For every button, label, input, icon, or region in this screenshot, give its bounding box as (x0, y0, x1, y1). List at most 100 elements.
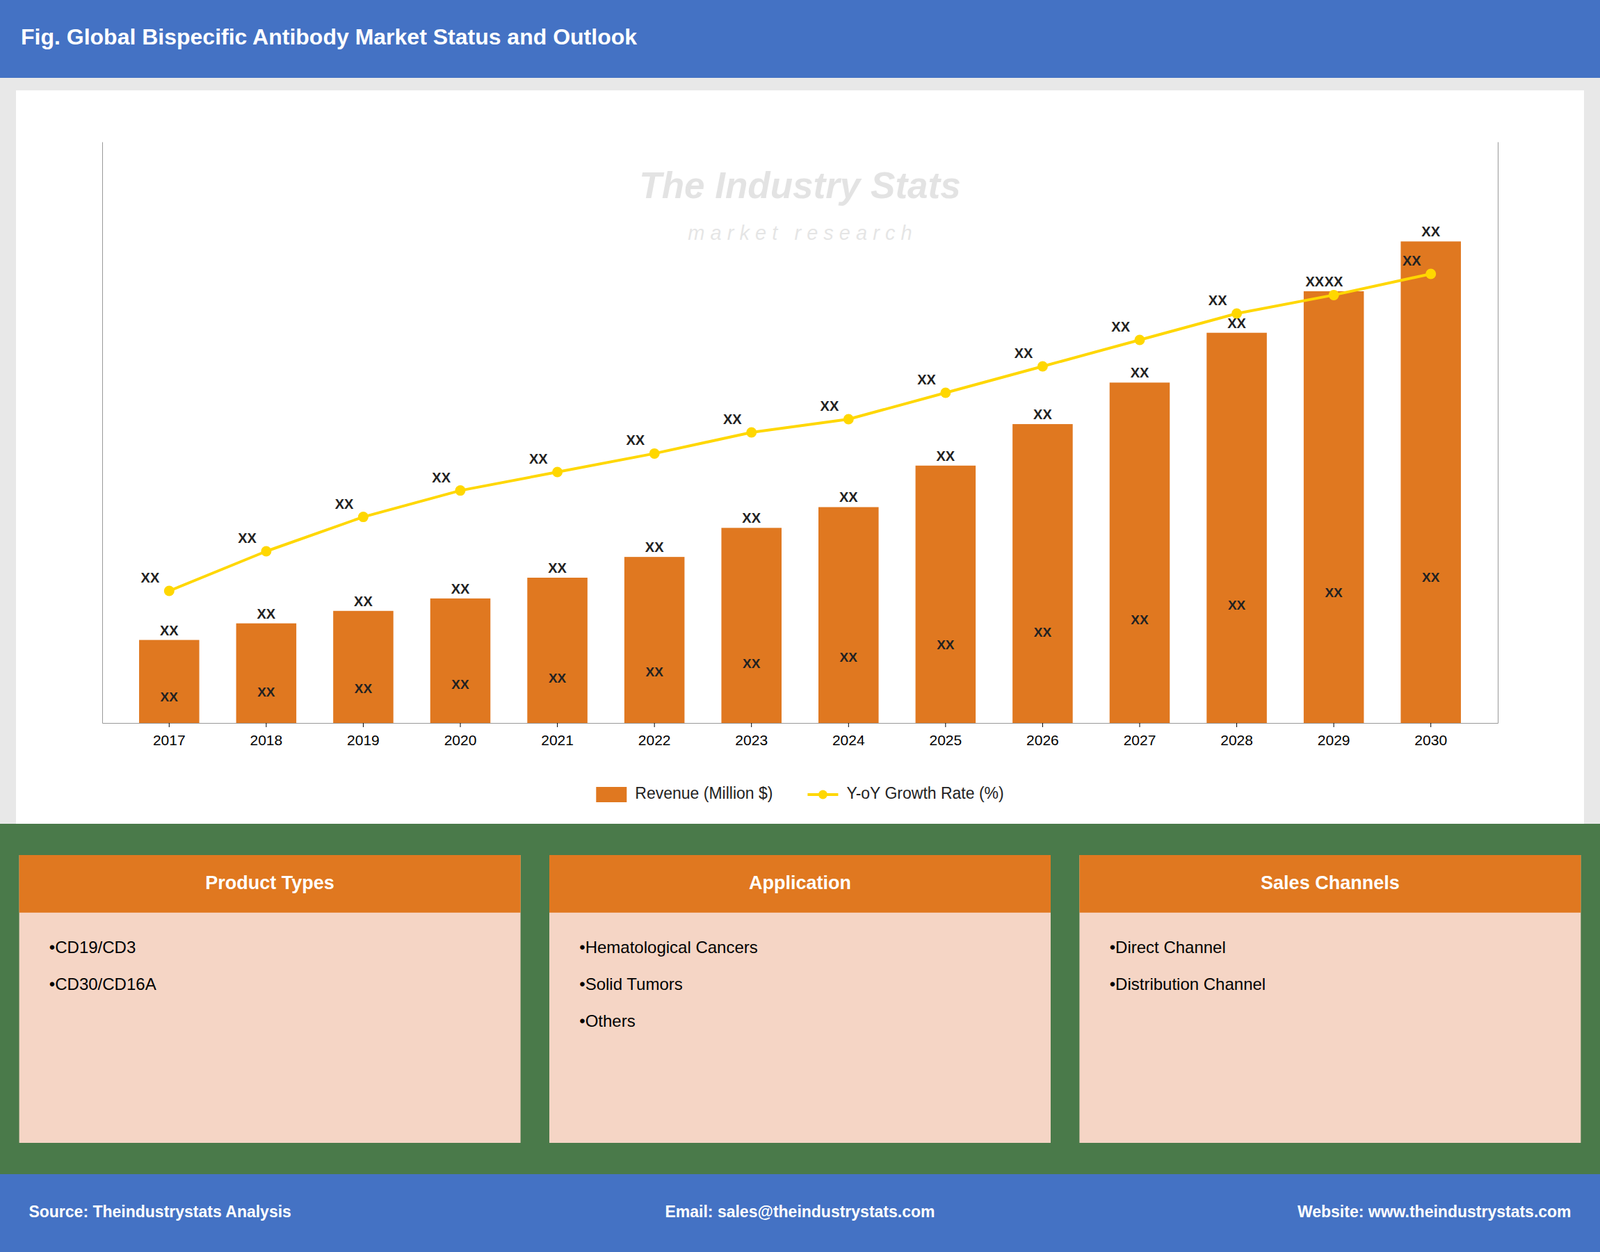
line-marker (649, 448, 660, 459)
bar-label-top: XX (159, 623, 179, 639)
title-bar (0, 0, 1600, 78)
chart-panel (15, 90, 1585, 824)
footer-text: Email: sales@theindustrystats.com (664, 1202, 935, 1222)
x-tick-label: 2028 (1220, 732, 1254, 749)
watermark-text: The Industry Stats (639, 164, 961, 206)
x-tick-label: 2030 (1414, 732, 1448, 749)
bar-label-inside: XX (354, 681, 373, 697)
bar-label-inside: XX (1130, 612, 1149, 628)
line-label: XX (529, 451, 548, 467)
x-tick-mark (362, 723, 364, 728)
x-axis-line (102, 723, 1499, 724)
bar-label-inside: XX (257, 684, 276, 700)
cards-section (0, 823, 1600, 1175)
bar (915, 465, 977, 724)
x-tick-mark (460, 723, 462, 728)
bar-label-top: XX (353, 593, 373, 610)
card-item: •CD30/CD16A (49, 974, 157, 994)
bar (1109, 382, 1171, 724)
x-tick-label: 2029 (1317, 732, 1351, 749)
bar-label-top: XX (936, 448, 956, 464)
bar-label-inside: XX (1033, 625, 1053, 640)
bar-label-top: XX (741, 510, 761, 526)
x-tick-mark (1333, 723, 1335, 728)
card-header (19, 855, 521, 913)
line-label: XX (1111, 319, 1130, 335)
bar-label-top: XX (645, 539, 665, 555)
x-tick-label: 2023 (734, 732, 768, 749)
footer-text: Source: Theindustrystats Analysis (28, 1202, 291, 1222)
data-labels: XX XX XX XX XX XX XX XX XX XX XX XX XX XX XX XX XX XX XX XX… (141, 223, 1441, 705)
x-tick-mark (848, 723, 850, 728)
legend: Revenue (Million $) Y-oY Growth Rate (%) (595, 784, 1004, 803)
bar-label-top: XX (451, 581, 471, 597)
x-tick-mark (654, 723, 656, 728)
card: Application•Hematological Cancers•Solid … (549, 855, 1051, 1144)
line-marker (746, 427, 757, 439)
line-marker (940, 388, 951, 399)
bar (139, 640, 200, 724)
bar (430, 598, 491, 724)
card-item: •Direct Channel (1109, 938, 1226, 957)
card-title: Product Types (205, 872, 335, 894)
line-label: XX (723, 411, 742, 427)
x-axis: 2017201820192020202120222023202420252026… (102, 723, 1499, 749)
watermark-text: m a r k e t r e s e a r c h (687, 221, 912, 245)
legend-label: Revenue (Million $) (634, 784, 773, 803)
bar (1303, 291, 1365, 724)
bar-label-inside: XX (160, 689, 179, 705)
x-tick: 2022 (638, 723, 672, 749)
line-marker (358, 511, 369, 523)
x-tick: 2027 (1123, 723, 1157, 749)
y2-axis (1497, 142, 1499, 724)
card-header (549, 855, 1051, 913)
card-item: •CD19/CD3 (49, 938, 136, 957)
bar-label-inside: XX (548, 671, 567, 686)
bar (624, 556, 685, 724)
card-item: •Solid Tumors (579, 974, 683, 994)
line-marker (552, 467, 563, 478)
x-tick-mark (265, 723, 267, 728)
x-tick: 2029 (1317, 723, 1351, 749)
line-label: XX (1014, 345, 1034, 361)
bar-label-top: XX (1227, 315, 1247, 331)
x-tick-label: 2018 (250, 732, 284, 749)
bar (236, 623, 297, 724)
line-label: XX (625, 432, 645, 448)
card-title: Application (748, 872, 852, 894)
x-tick: 2024 (832, 723, 866, 749)
footer-text: Website: www.theindustrystats.com (1297, 1202, 1572, 1222)
plot-marks (139, 241, 1461, 724)
line-marker (260, 546, 272, 557)
line-marker (164, 586, 175, 597)
line-markers (164, 269, 1436, 597)
x-tick: 2030 (1414, 723, 1448, 749)
x-tick-label: 2022 (638, 732, 672, 749)
bar (1400, 241, 1461, 724)
bar (721, 527, 782, 724)
page: Fig. Global Bispecific Antibody Market S… (0, 0, 1600, 1252)
footer-bar (0, 1174, 1600, 1252)
line-marker (455, 485, 466, 496)
card-item: •Others (579, 1011, 635, 1031)
bar-label-inside: XX (645, 664, 664, 680)
x-tick-label: 2026 (1026, 732, 1060, 749)
bar (818, 506, 879, 724)
y-axis-line (102, 142, 103, 724)
x-tick-mark (1236, 723, 1238, 728)
line-marker (1134, 335, 1145, 346)
legend-label: Y-oY Growth Rate (%) (846, 784, 1004, 803)
legend-item: Revenue (Million $) (595, 784, 773, 803)
title: Fig. Global Bispecific Antibody Market S… (20, 24, 637, 50)
card-background (549, 855, 1051, 1144)
watermark: The Industry Stats m a r k e t r e s e a … (639, 164, 961, 245)
x-tick-label: 2021 (540, 732, 574, 749)
legend-item: Y-oY Growth Rate (%) (807, 784, 1004, 803)
bar-label-top: XX (1033, 406, 1053, 423)
x-tick: 2026 (1026, 723, 1060, 749)
line-label: XX (431, 470, 451, 486)
card: Sales Channels•Direct Channel•Distributi… (1079, 855, 1581, 1144)
bar-label-top: XX (547, 560, 567, 576)
bar (1206, 333, 1267, 724)
legend-marker (818, 790, 828, 800)
